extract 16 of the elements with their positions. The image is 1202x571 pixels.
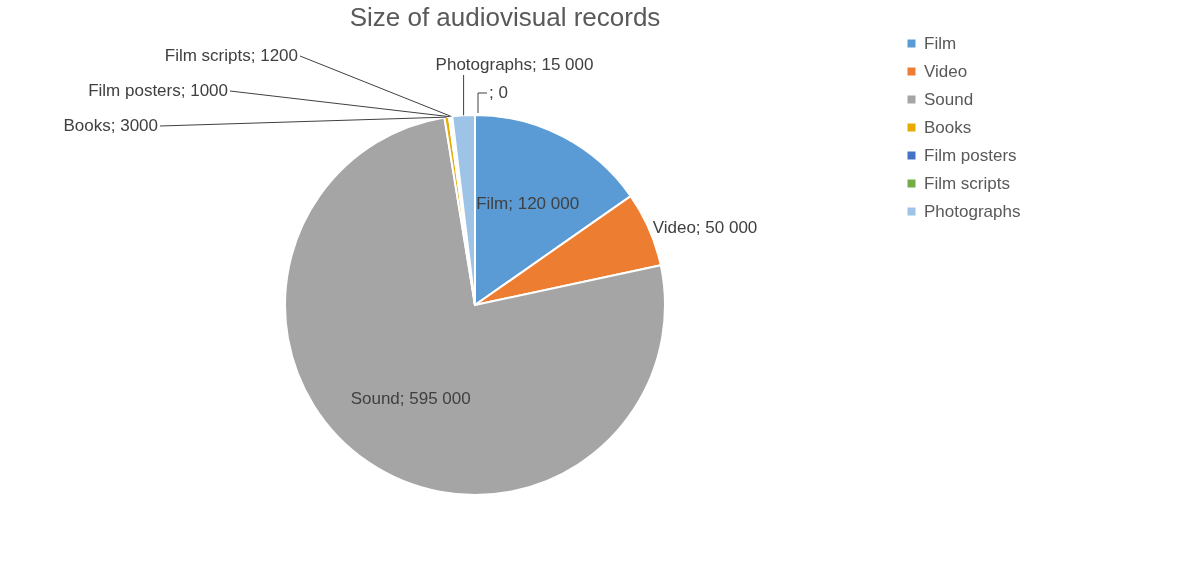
data-label: Video; 50 000: [652, 217, 758, 237]
chart-title: Size of audiovisual records: [349, 2, 661, 32]
legend-label: Video: [924, 61, 968, 81]
data-label: Film scripts; 1200: [164, 46, 298, 65]
text: ; 0: [489, 83, 508, 102]
data-label: Books; 3000: [63, 116, 158, 135]
data-label: Film posters; 1000: [88, 81, 228, 100]
data-label: Film; 120 000: [476, 193, 580, 213]
legend-label: Photographs: [924, 201, 1021, 221]
legend-label: Books: [924, 117, 972, 137]
legend-label: Film: [924, 33, 957, 53]
data-label: Sound; 595 000: [350, 389, 471, 409]
legend-label: Film scripts: [924, 173, 1010, 193]
legend-label: Sound: [924, 89, 974, 109]
data-label: Photographs; 15 000: [435, 55, 594, 74]
legend-label: Film posters: [924, 145, 1017, 165]
